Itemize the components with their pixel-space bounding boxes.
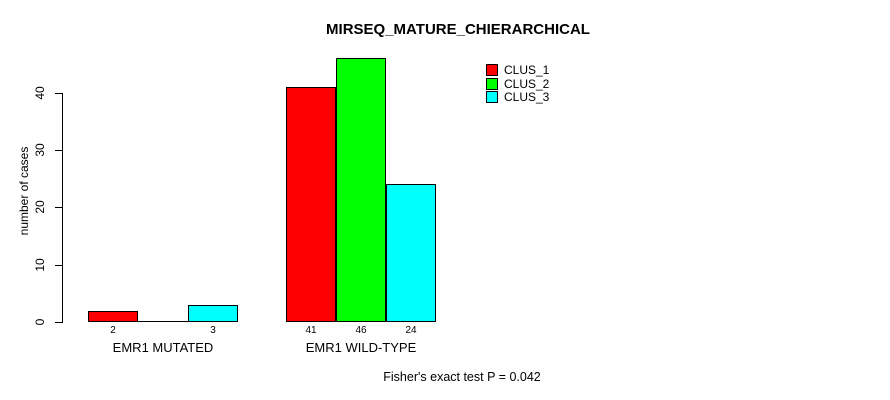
y-tick-label: 10 <box>33 258 47 272</box>
bar-clus-2-emr1-mutated <box>138 321 188 322</box>
x-category-label-emr1-wild-type: EMR1 WILD-TYPE <box>305 340 417 355</box>
bar-value-label: 24 <box>405 325 417 336</box>
bar-value-label: 46 <box>355 325 367 336</box>
legend-row-clus-2: CLUS_2 <box>486 77 549 91</box>
x-category-label-emr1-mutated: EMR1 MUTATED <box>112 340 214 355</box>
bar-value-label: 41 <box>305 325 317 336</box>
legend-swatch-clus-3 <box>486 91 498 104</box>
y-tick-label: 20 <box>33 200 47 215</box>
legend: CLUS_1 CLUS_2 CLUS_3 <box>486 63 549 104</box>
legend-label: CLUS_2 <box>504 76 550 91</box>
stat-annotation: Fisher's exact test P = 0.042 <box>383 370 541 384</box>
y-tick-label: 0 <box>33 318 47 326</box>
legend-label: CLUS_3 <box>504 90 550 105</box>
bar-clus-2-emr1-wild-type <box>336 58 386 322</box>
y-tick-label: 40 <box>33 86 47 100</box>
bar-value-label: 2 <box>110 325 116 336</box>
y-tick-mark <box>55 92 62 94</box>
legend-row-clus-3: CLUS_3 <box>486 90 549 104</box>
bar-value-label: 3 <box>210 325 216 336</box>
bar-clus-3-emr1-mutated <box>188 304 238 322</box>
bar-clus-1-emr1-mutated <box>88 310 138 322</box>
legend-swatch-clus-1 <box>486 63 498 76</box>
y-tick-mark <box>55 264 62 266</box>
y-tick-label: 30 <box>33 143 47 157</box>
bar-clus-1-emr1-wild-type <box>286 87 336 322</box>
y-axis <box>62 92 63 323</box>
chart-title: MIRSEQ_MATURE_CHIERARCHICAL <box>326 21 590 38</box>
legend-swatch-clus-2 <box>486 77 498 90</box>
bar-clus-3-emr1-wild-type <box>386 184 436 322</box>
y-tick-mark <box>55 322 62 323</box>
y-tick-mark <box>55 207 62 209</box>
legend-label: CLUS_1 <box>504 62 550 77</box>
y-tick-mark <box>55 150 62 152</box>
legend-row-clus-1: CLUS_1 <box>486 63 549 77</box>
